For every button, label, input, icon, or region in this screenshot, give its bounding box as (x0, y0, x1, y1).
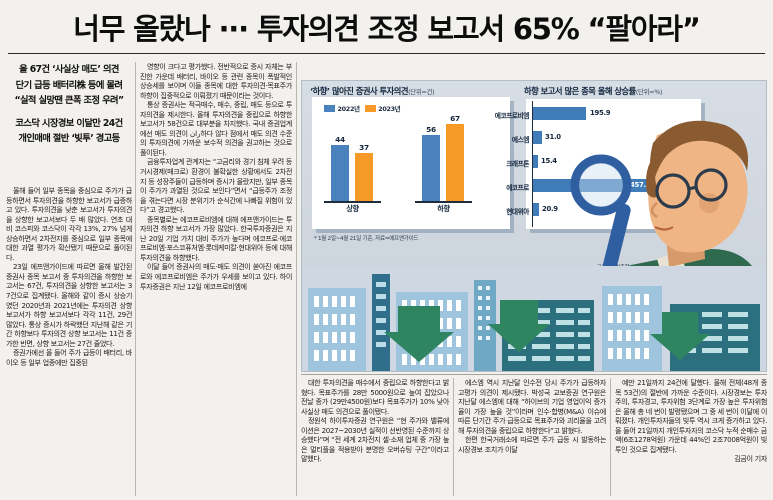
column-divider (135, 62, 136, 496)
paragraph: 정원석 하이투자증권 연구원은 “현 주가와 밸류에이션은 2027~2030년… (301, 416, 449, 464)
chart1-footnote: * 1월 2일~4월 21일 기준, 자료=에프앤가이드 (314, 236, 419, 242)
graphic-bottom-divider (301, 374, 767, 375)
chart1-value-하향-2022: 56 (426, 125, 436, 134)
subheadline-block: 올 67건 ‘사실상 매도’ 의견 단기 급등 배터리株 등에 몰려 “실적 실… (6, 62, 132, 147)
subheadline-1: 올 67건 ‘사실상 매도’ 의견 (19, 64, 119, 75)
subheadline-3: “실적 실망땐 큰폭 조정 우려” (14, 95, 124, 106)
chart1-bar-하향-2023 (446, 124, 464, 201)
chart2-title-unit: (단위=%) (635, 88, 663, 96)
paragraph: 한편 한국거래소에 따르면 주가 급등 시 발동하는 시장경보 조치가 이달 (458, 435, 606, 454)
chart1-bar-하향-2022 (422, 135, 440, 201)
body-column-1: 올해 들어 일부 종목을 중심으로 주가가 급등하면서 투자의견을 하향한 보고… (6, 186, 132, 496)
headline-divider (8, 53, 765, 54)
chart2-category-1: 에스엠 (511, 136, 530, 144)
legend-label-2022: 2022년 (337, 105, 360, 113)
chart2-bar-1 (533, 131, 542, 144)
chart1-bar-상향-2022 (331, 145, 349, 201)
chart2-bar-0 (533, 107, 586, 120)
chart2-title-text: 하향 보고서 많은 종목 올해 상승률 (524, 86, 636, 96)
paragraph: 예만 21일까지 24건에 달했다. 올해 전체(48개 종목 53건)의 절반… (615, 378, 767, 454)
paragraph: 이달 들어 증권사의 매도·매도 의견이 쏟아진 에코프로와 에코프로비엠은 주… (140, 262, 292, 291)
subheadline-4: 코스닥 시장경보 이달만 24건 (15, 117, 123, 129)
legend-item-2022: 2022년 (324, 104, 360, 113)
subheadline-5: 개인매매 절반 ‘빚투’ 경고등 (18, 133, 120, 144)
chart2-axis (532, 101, 534, 227)
paragraph: 대한 투자의견을 매수에서 중립으로 하향한다고 밝혔다. 목표주가를 28만 … (301, 378, 449, 416)
chart2-category-2: 크래프톤 (506, 160, 529, 168)
column-divider (296, 62, 297, 496)
chart1-value-상향-2022: 44 (335, 135, 345, 144)
chart2-value-2: 15.4 (541, 157, 557, 165)
subheadline-spacer (6, 109, 132, 116)
chart2-category-0: 에코프로비엠 (494, 112, 530, 120)
page-headline: 너무 올랐나 ··· 투자의견 조정 보고서 65% “팔아라” (73, 12, 701, 46)
legend-swatch-2022 (324, 105, 335, 112)
chart1-axis-상향 (324, 201, 381, 203)
chart2-category-3: 에코프로 (506, 184, 529, 192)
chart2-bar-2 (533, 155, 538, 168)
chart1-title-unit: (단위=건) (408, 88, 435, 96)
body-column-3: 대한 투자의견을 매수에서 중립으로 하향한다고 밝혔다. 목표주가를 28만 … (301, 378, 449, 496)
paragraph: 증권가에선 올 들어 주가 급등이 배터리, 바이오 등 일부 업종에만 집중된 (6, 348, 132, 367)
paragraph: 금융투자업계 관계자는 “고금리와 경기 침체 우려 등 거시경제(매크로) 환… (140, 157, 292, 215)
chart2-value-0: 195.9 (590, 109, 611, 117)
chart1-legend: 2022년 2023년 (324, 104, 401, 113)
chart1-title-text: ‘하향’ 많아진 증권사 투자의견 (310, 86, 409, 96)
legend-item-2023: 2023년 (364, 104, 401, 113)
legend-swatch-2023 (364, 105, 376, 112)
paragraph: 통상 증권사는 적극매수, 매수, 중립, 매도 등으로 투자의견을 제시한다.… (140, 100, 292, 157)
paragraph: 올해 들어 일부 종목을 중심으로 주가가 급등하면서 투자의견을 하향한 보고… (6, 186, 132, 262)
body-column-5: 예만 21일까지 24건에 달했다. 올해 전체(48개 종목 53건)의 절반… (615, 378, 767, 496)
chart1-value-하향-2023: 67 (450, 114, 460, 123)
chart2-value-3: 457.3 (630, 181, 651, 189)
legend-label-2023: 2023년 (378, 105, 401, 113)
chart1-axis-하향 (415, 201, 472, 203)
illustration-city-skyline (302, 266, 766, 371)
body-column-4: 에스엠 역시 지난달 인수전 당시 주가가 급등하자 고평가 의견이 제시됐다.… (458, 378, 606, 496)
column-divider (453, 378, 454, 496)
paragraph: 영향이 크다고 평가했다. 전반적으로 증시 자체는 부진한 가운데 배터리, … (140, 62, 292, 100)
chart1-bar-상향-2023 (355, 153, 373, 201)
chart2-category-4: 현대위아 (506, 208, 529, 216)
paragraph: 23일 에프앤가이드에 따르면 올해 발간된 증권사 종목 보고서 중 투자의견… (6, 262, 132, 348)
chart2-title: 하향 보고서 많은 종목 올해 상승률(단위=%) (524, 85, 662, 97)
body-column-2: 영향이 크다고 평가했다. 전반적으로 증시 자체는 부진한 가운데 배터리, … (140, 62, 292, 496)
chart2-value-1: 31.0 (545, 133, 561, 141)
subheadline-2: 단기 급등 배터리株 등에 몰려 (15, 79, 123, 91)
paragraph: 종목별로는 에코프로비엠에 대해 에프앤가이드는 투자의견 하향 보고서가 가장… (140, 214, 292, 262)
chart2-bar-4 (533, 203, 539, 216)
infographic-panel: ‘하향’ 많아진 증권사 투자의견(단위=건) 2022년 2023년 44 3… (301, 80, 767, 372)
chart1-category-하향: 하향 (437, 204, 450, 213)
chart1-title: ‘하향’ 많아진 증권사 투자의견(단위=건) (310, 85, 435, 97)
chart2-value-4: 20.9 (542, 205, 558, 213)
byline: 김금이 기자 (734, 454, 767, 464)
paragraph: 에스엠 역시 지난달 인수전 당시 주가가 급등하자 고평가 의견이 제시됐다.… (458, 378, 606, 435)
column-divider (610, 378, 611, 496)
chart1-value-상향-2023: 37 (359, 143, 369, 152)
chart1-category-상향: 상향 (346, 204, 359, 213)
